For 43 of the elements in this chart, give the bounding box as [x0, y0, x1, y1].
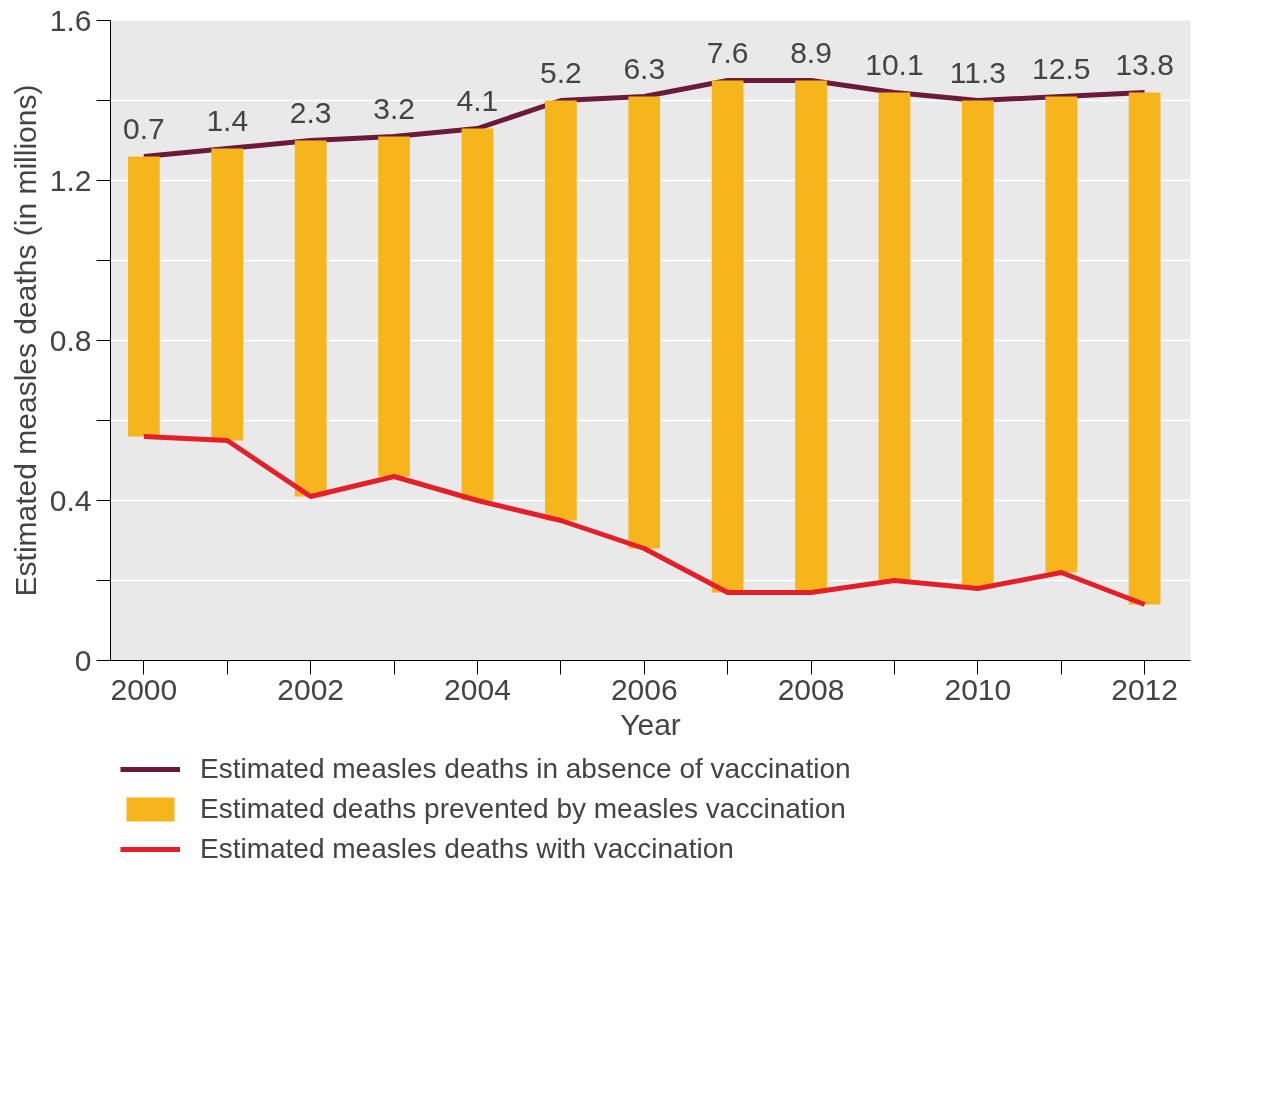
legend-label: Estimated deaths prevented by measles vaccination: [200, 793, 846, 825]
bar: [878, 92, 911, 581]
legend-label: Estimated measles deaths in absence of vaccination: [200, 753, 851, 785]
bar: [211, 148, 244, 441]
y-axis-title: Estimated measles deaths (in millions): [8, 84, 42, 597]
bar: [461, 128, 494, 501]
x-axis-title: Year: [620, 707, 681, 741]
annotation: 6.3: [623, 51, 666, 85]
bar: [1128, 92, 1161, 605]
bar: [1045, 96, 1078, 573]
annotation: 8.9: [790, 35, 832, 69]
y-tick-label: 0.8: [49, 323, 92, 357]
y-tick-label: 1.6: [49, 3, 92, 37]
annotation: 11.3: [949, 55, 1006, 89]
annotation: 0.7: [123, 111, 165, 145]
x-tick-label: 2012: [1111, 672, 1179, 706]
y-tick-label: 0.4: [49, 483, 92, 517]
annotation: 2.3: [289, 95, 332, 129]
bar: [711, 80, 744, 593]
annotation: 10.1: [865, 47, 924, 81]
x-tick-label: 2006: [610, 672, 678, 706]
y-tick-label: 1.2: [49, 163, 92, 197]
x-tick-label: 2010: [944, 672, 1012, 706]
bar: [378, 136, 410, 477]
x-tick-label: 2000: [110, 672, 178, 706]
x-tick-label: 2008: [777, 672, 845, 706]
legend-label: Estimated measles deaths with vaccination: [200, 833, 734, 865]
bar: [961, 100, 994, 589]
annotation: 12.5: [1032, 51, 1091, 85]
annotation: 3.2: [373, 91, 415, 125]
x-tick-label: 2002: [277, 672, 345, 706]
bar: [628, 96, 661, 549]
x-tick-label: 2004: [444, 672, 511, 706]
bar: [128, 156, 160, 437]
bar: [294, 140, 327, 497]
y-tick-label: 0: [74, 643, 92, 677]
annotation: 7.6: [706, 35, 749, 69]
bar: [795, 80, 827, 593]
annotation: 13.8: [1115, 47, 1174, 81]
bar: [545, 100, 577, 521]
annotation: 4.1: [456, 83, 499, 117]
annotation: 1.4: [206, 103, 249, 137]
annotation: 5.2: [540, 55, 582, 89]
